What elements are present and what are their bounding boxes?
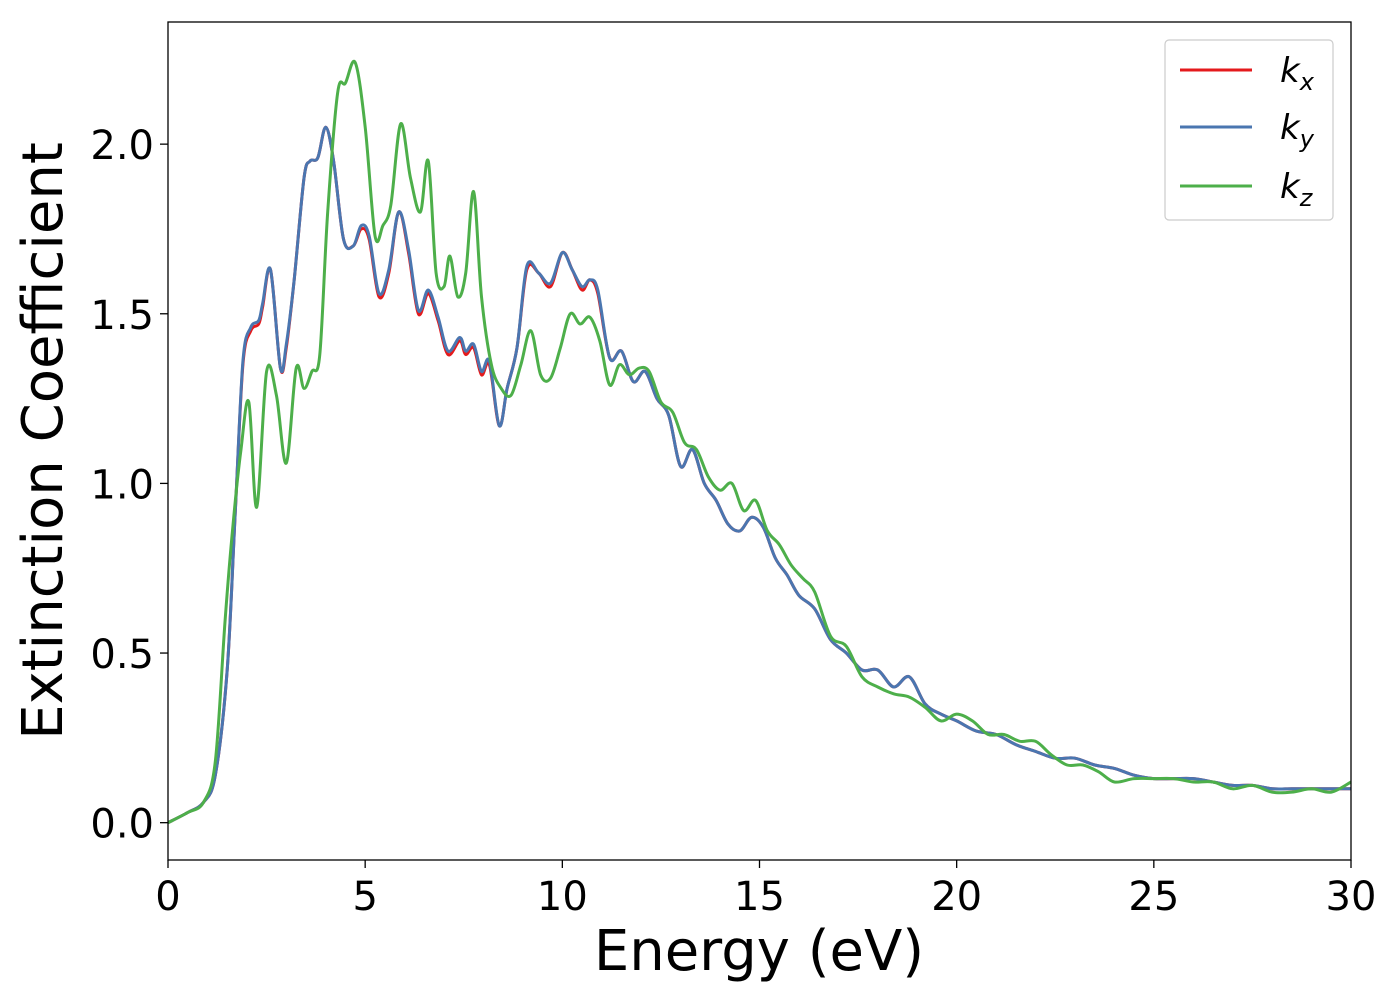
legend-label-ky-main: k [1280,108,1301,148]
x-tick-label: 30 [1326,874,1377,920]
legend-label-kz-main: k [1280,167,1301,207]
legend-label-kx-main: k [1280,51,1301,91]
series-layer [168,59,1351,825]
x-tick-label: 5 [352,874,377,920]
y-tick-label: 0.0 [90,802,154,848]
x-tick-label: 15 [734,874,785,920]
y-axis-label: Extinction Coefficient [11,142,76,740]
legend-label-ky-sub: y [1299,125,1315,153]
x-axis-label: Energy (eV) [594,919,924,984]
x-axis: 0 5 10 15 20 25 30 [155,860,1376,920]
series-line-ky [168,125,1351,825]
legend: kx ky kz [1164,39,1334,221]
x-tick-label: 10 [537,874,588,920]
y-tick-label: 0.5 [90,632,154,678]
y-axis: 0.0 0.5 1.0 1.5 2.0 [90,123,168,848]
legend-label-kx-sub: x [1299,68,1315,96]
y-tick-label: 2.0 [90,123,154,169]
legend-box [1164,39,1334,221]
x-tick-label: 0 [155,874,180,920]
legend-label-kx: kx [1280,51,1315,96]
x-tick-label: 20 [931,874,982,920]
legend-label-kz: kz [1280,167,1314,212]
series-line-kz [168,59,1351,825]
y-tick-label: 1.0 [90,462,154,508]
legend-label-ky: ky [1280,108,1315,153]
x-tick-label: 25 [1128,874,1179,920]
legend-label-kz-sub: z [1299,184,1314,212]
y-tick-label: 1.5 [90,293,154,339]
